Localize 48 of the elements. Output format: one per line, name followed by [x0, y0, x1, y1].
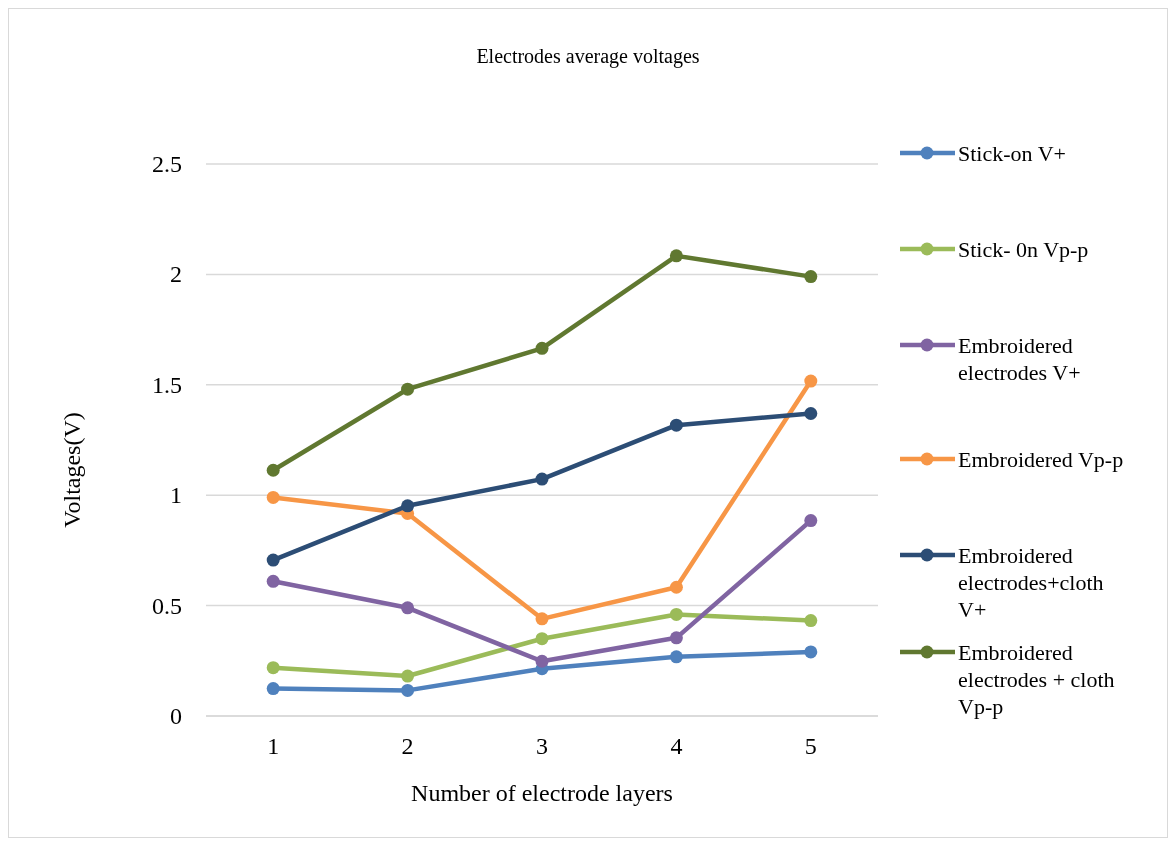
- point: [266, 574, 280, 588]
- point: [804, 645, 818, 659]
- y-tick-label: 1: [170, 482, 182, 509]
- point: [804, 270, 818, 284]
- point: [535, 341, 549, 355]
- y-axis-title: Voltages(V): [59, 412, 85, 528]
- point: [266, 661, 280, 675]
- legend-label: Embroidered Vp-p: [958, 446, 1124, 472]
- point: [804, 374, 818, 388]
- point: [266, 490, 280, 504]
- point: [804, 407, 818, 420]
- point: [804, 514, 818, 528]
- legend-label: Embroidered electrodes + cloth Vp-p: [958, 639, 1115, 719]
- point: [401, 499, 415, 513]
- point: [401, 382, 415, 396]
- legend-label: Stick- 0n Vp-p: [958, 236, 1089, 262]
- point: [535, 654, 549, 668]
- point: [266, 682, 280, 696]
- y-tick-label: 0: [170, 703, 182, 729]
- point: [535, 632, 549, 646]
- y-tick-label: 0.5: [152, 592, 182, 619]
- point: [669, 249, 683, 263]
- point: [401, 601, 415, 615]
- point: [669, 607, 683, 621]
- point: [804, 614, 818, 628]
- legend-label: Stick-on V+: [958, 140, 1066, 166]
- x-tick-label: 3: [536, 733, 548, 759]
- point: [401, 683, 415, 697]
- point: [669, 650, 683, 664]
- point: [669, 418, 683, 432]
- y-tick-label: 2.5: [152, 151, 182, 177]
- x-tick-label: 1: [267, 733, 280, 759]
- x-axis-title: Number of electrode layers: [411, 780, 673, 806]
- legend-label: Embroidered electrodes+cloth V+: [958, 542, 1104, 622]
- y-tick-label: 1.5: [152, 371, 182, 398]
- legend-label: Embroidered electrodes V+: [958, 332, 1081, 385]
- point: [266, 553, 280, 567]
- y-tick-label: 2: [170, 261, 182, 288]
- x-tick-label: 2: [401, 733, 414, 759]
- x-tick-label: 4: [670, 733, 683, 759]
- point: [669, 580, 683, 594]
- point: [401, 669, 415, 683]
- x-tick-label: 5: [804, 733, 817, 759]
- chart-title: Electrodes average voltages: [476, 45, 700, 68]
- point: [669, 631, 683, 645]
- point: [535, 472, 549, 486]
- point: [535, 612, 549, 626]
- point: [266, 463, 280, 477]
